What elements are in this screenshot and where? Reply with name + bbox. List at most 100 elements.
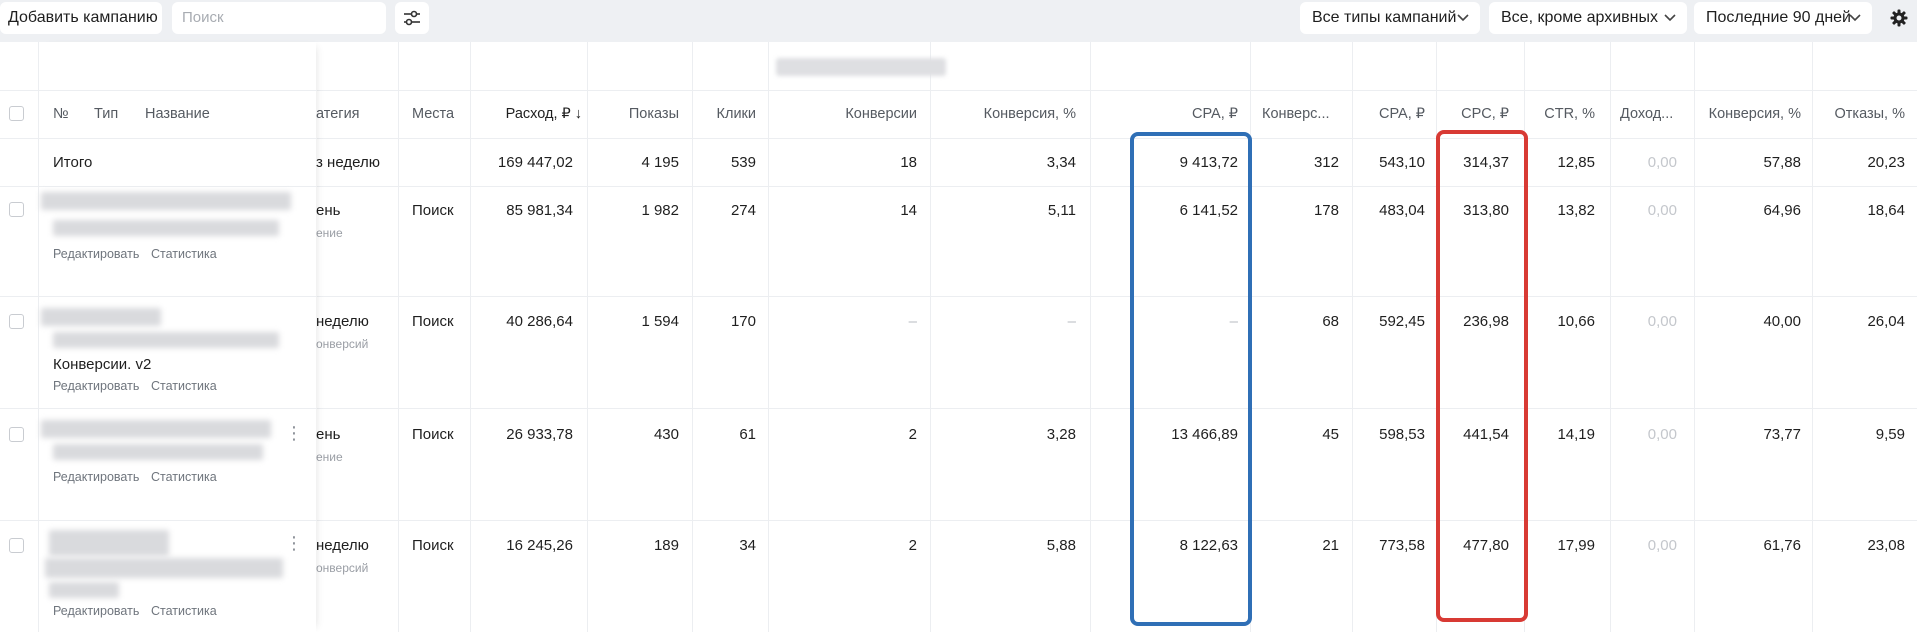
row-impressions: 1 982 [641, 202, 679, 219]
column-header-clicks[interactable]: Клики [716, 106, 756, 122]
row-strategy: неделю [316, 313, 369, 330]
edit-link[interactable]: Редактировать [53, 604, 140, 618]
search-input[interactable]: Поиск [172, 2, 386, 34]
kebab-icon[interactable]: ⋮ [285, 423, 303, 443]
column-header-impressions[interactable]: Показы [628, 106, 679, 122]
column-header-name[interactable]: Название [145, 106, 210, 122]
row-ctr: 14,19 [1557, 426, 1595, 443]
edit-link[interactable]: Редактировать [53, 470, 140, 484]
statistics-link[interactable]: Статистика [151, 604, 217, 618]
row-places: Поиск [412, 426, 454, 443]
column-header-bounces[interactable]: Отказы, % [1834, 106, 1905, 122]
filter-settings-button[interactable] [395, 2, 429, 34]
cpa-column-highlight [1130, 132, 1252, 626]
row-checkbox[interactable] [9, 427, 24, 442]
redacted-campaign-name [53, 220, 279, 236]
redacted-campaign-name [53, 444, 263, 460]
row-spend: 16 245,26 [506, 537, 573, 554]
column-divider [1352, 42, 1353, 632]
total-conversion-pct: 3,34 [1046, 154, 1076, 171]
column-header-cpc[interactable]: CPC, ₽ [1461, 106, 1509, 122]
redacted-campaign-name [41, 192, 291, 210]
total-cpa: 9 413,72 [1179, 154, 1238, 171]
row-divider [39, 90, 317, 91]
campaign-name-text: Конверсии. v2 [53, 356, 152, 373]
total-label: Итого [53, 154, 93, 171]
row-spend: 26 933,78 [506, 426, 573, 443]
column-divider [1610, 42, 1611, 632]
row-conversion-pct-2: 64,96 [1763, 202, 1801, 219]
column-header-conversions-2[interactable]: Конверс... [1262, 106, 1330, 122]
column-header-conversion-pct[interactable]: Конверсия, % [983, 106, 1076, 122]
row-impressions: 189 [653, 537, 679, 554]
row-places: Поиск [412, 202, 454, 219]
sliders-icon [404, 10, 420, 26]
select-all-checkbox[interactable] [9, 106, 24, 121]
row-income: 0,00 [1647, 537, 1677, 554]
row-cpc: 313,80 [1463, 202, 1509, 219]
row-cpa: – [1229, 313, 1238, 330]
column-header-spend[interactable]: Расход, ₽ ↓ [505, 106, 582, 122]
kebab-icon[interactable]: ⋮ [285, 533, 303, 553]
row-bounces: 9,59 [1875, 426, 1905, 443]
row-conversions: – [908, 313, 917, 330]
column-header-type[interactable]: Тип [94, 106, 119, 122]
column-header-income[interactable]: Доход... [1620, 106, 1674, 122]
row-divider [0, 186, 1917, 187]
row-strategy: ень [316, 426, 341, 443]
column-header-number[interactable]: № [53, 106, 69, 122]
row-divider [39, 296, 317, 297]
row-checkbox[interactable] [9, 202, 24, 217]
row-conversion-pct-2: 61,76 [1763, 537, 1801, 554]
row-cpa-2: 598,53 [1379, 426, 1425, 443]
redacted-campaign-name [53, 332, 279, 348]
statistics-link[interactable]: Статистика [151, 470, 217, 484]
column-divider [1090, 42, 1091, 632]
statistics-link[interactable]: Статистика [151, 379, 217, 393]
row-clicks: 170 [730, 313, 756, 330]
status-dropdown[interactable]: Все, кроме архивных [1489, 2, 1687, 34]
total-bounces: 20,23 [1867, 154, 1905, 171]
row-conversions-2: 45 [1322, 426, 1339, 443]
row-divider [39, 186, 317, 187]
row-divider [0, 296, 1917, 297]
row-bounces: 18,64 [1867, 202, 1905, 219]
campaigns-table: атегия Места Расход, ₽ ↓ Показы Клики Ко… [0, 42, 1917, 632]
campaign-types-dropdown[interactable]: Все типы кампаний [1300, 2, 1480, 34]
row-strategy: неделю [316, 537, 369, 554]
row-divider [0, 520, 1917, 521]
row-conversions-2: 68 [1322, 313, 1339, 330]
settings-button[interactable] [1882, 2, 1916, 34]
row-ctr: 13,82 [1557, 202, 1595, 219]
column-header-ctr[interactable]: CTR, % [1544, 106, 1595, 122]
column-header-strategy[interactable]: атегия [316, 106, 360, 122]
column-header-conversion-pct-2[interactable]: Конверсия, % [1708, 106, 1801, 122]
row-places: Поиск [412, 537, 454, 554]
column-header-conversions[interactable]: Конверсии [845, 106, 917, 122]
chevron-down-icon [1849, 14, 1861, 22]
redacted-campaign-name [45, 558, 283, 578]
column-divider [587, 42, 588, 632]
column-divider [1694, 42, 1695, 632]
period-dropdown[interactable]: Последние 90 дней [1694, 2, 1872, 34]
edit-link[interactable]: Редактировать [53, 247, 140, 261]
row-cpc: 236,98 [1463, 313, 1509, 330]
add-campaign-button[interactable]: Добавить кампанию [0, 2, 162, 34]
row-impressions: 1 594 [641, 313, 679, 330]
total-strategy: з неделю [316, 154, 380, 171]
column-divider [1812, 42, 1813, 632]
row-places: Поиск [412, 313, 454, 330]
campaign-name-panel: № Тип Название Итого Редактировать Стати… [38, 42, 317, 632]
column-header-cpa-2[interactable]: CPA, ₽ [1378, 106, 1425, 122]
row-spend: 40 286,64 [506, 313, 573, 330]
edit-link[interactable]: Редактировать [53, 379, 140, 393]
row-checkbox[interactable] [9, 538, 24, 553]
statistics-link[interactable]: Статистика [151, 247, 217, 261]
column-header-cpa[interactable]: CPA, ₽ [1191, 106, 1238, 122]
column-header-places[interactable]: Места [412, 106, 455, 122]
row-conversions: 2 [908, 426, 917, 443]
row-conversions: 2 [908, 537, 917, 554]
total-cpa-2: 543,10 [1379, 154, 1425, 171]
row-bounces: 23,08 [1867, 537, 1905, 554]
row-checkbox[interactable] [9, 314, 24, 329]
